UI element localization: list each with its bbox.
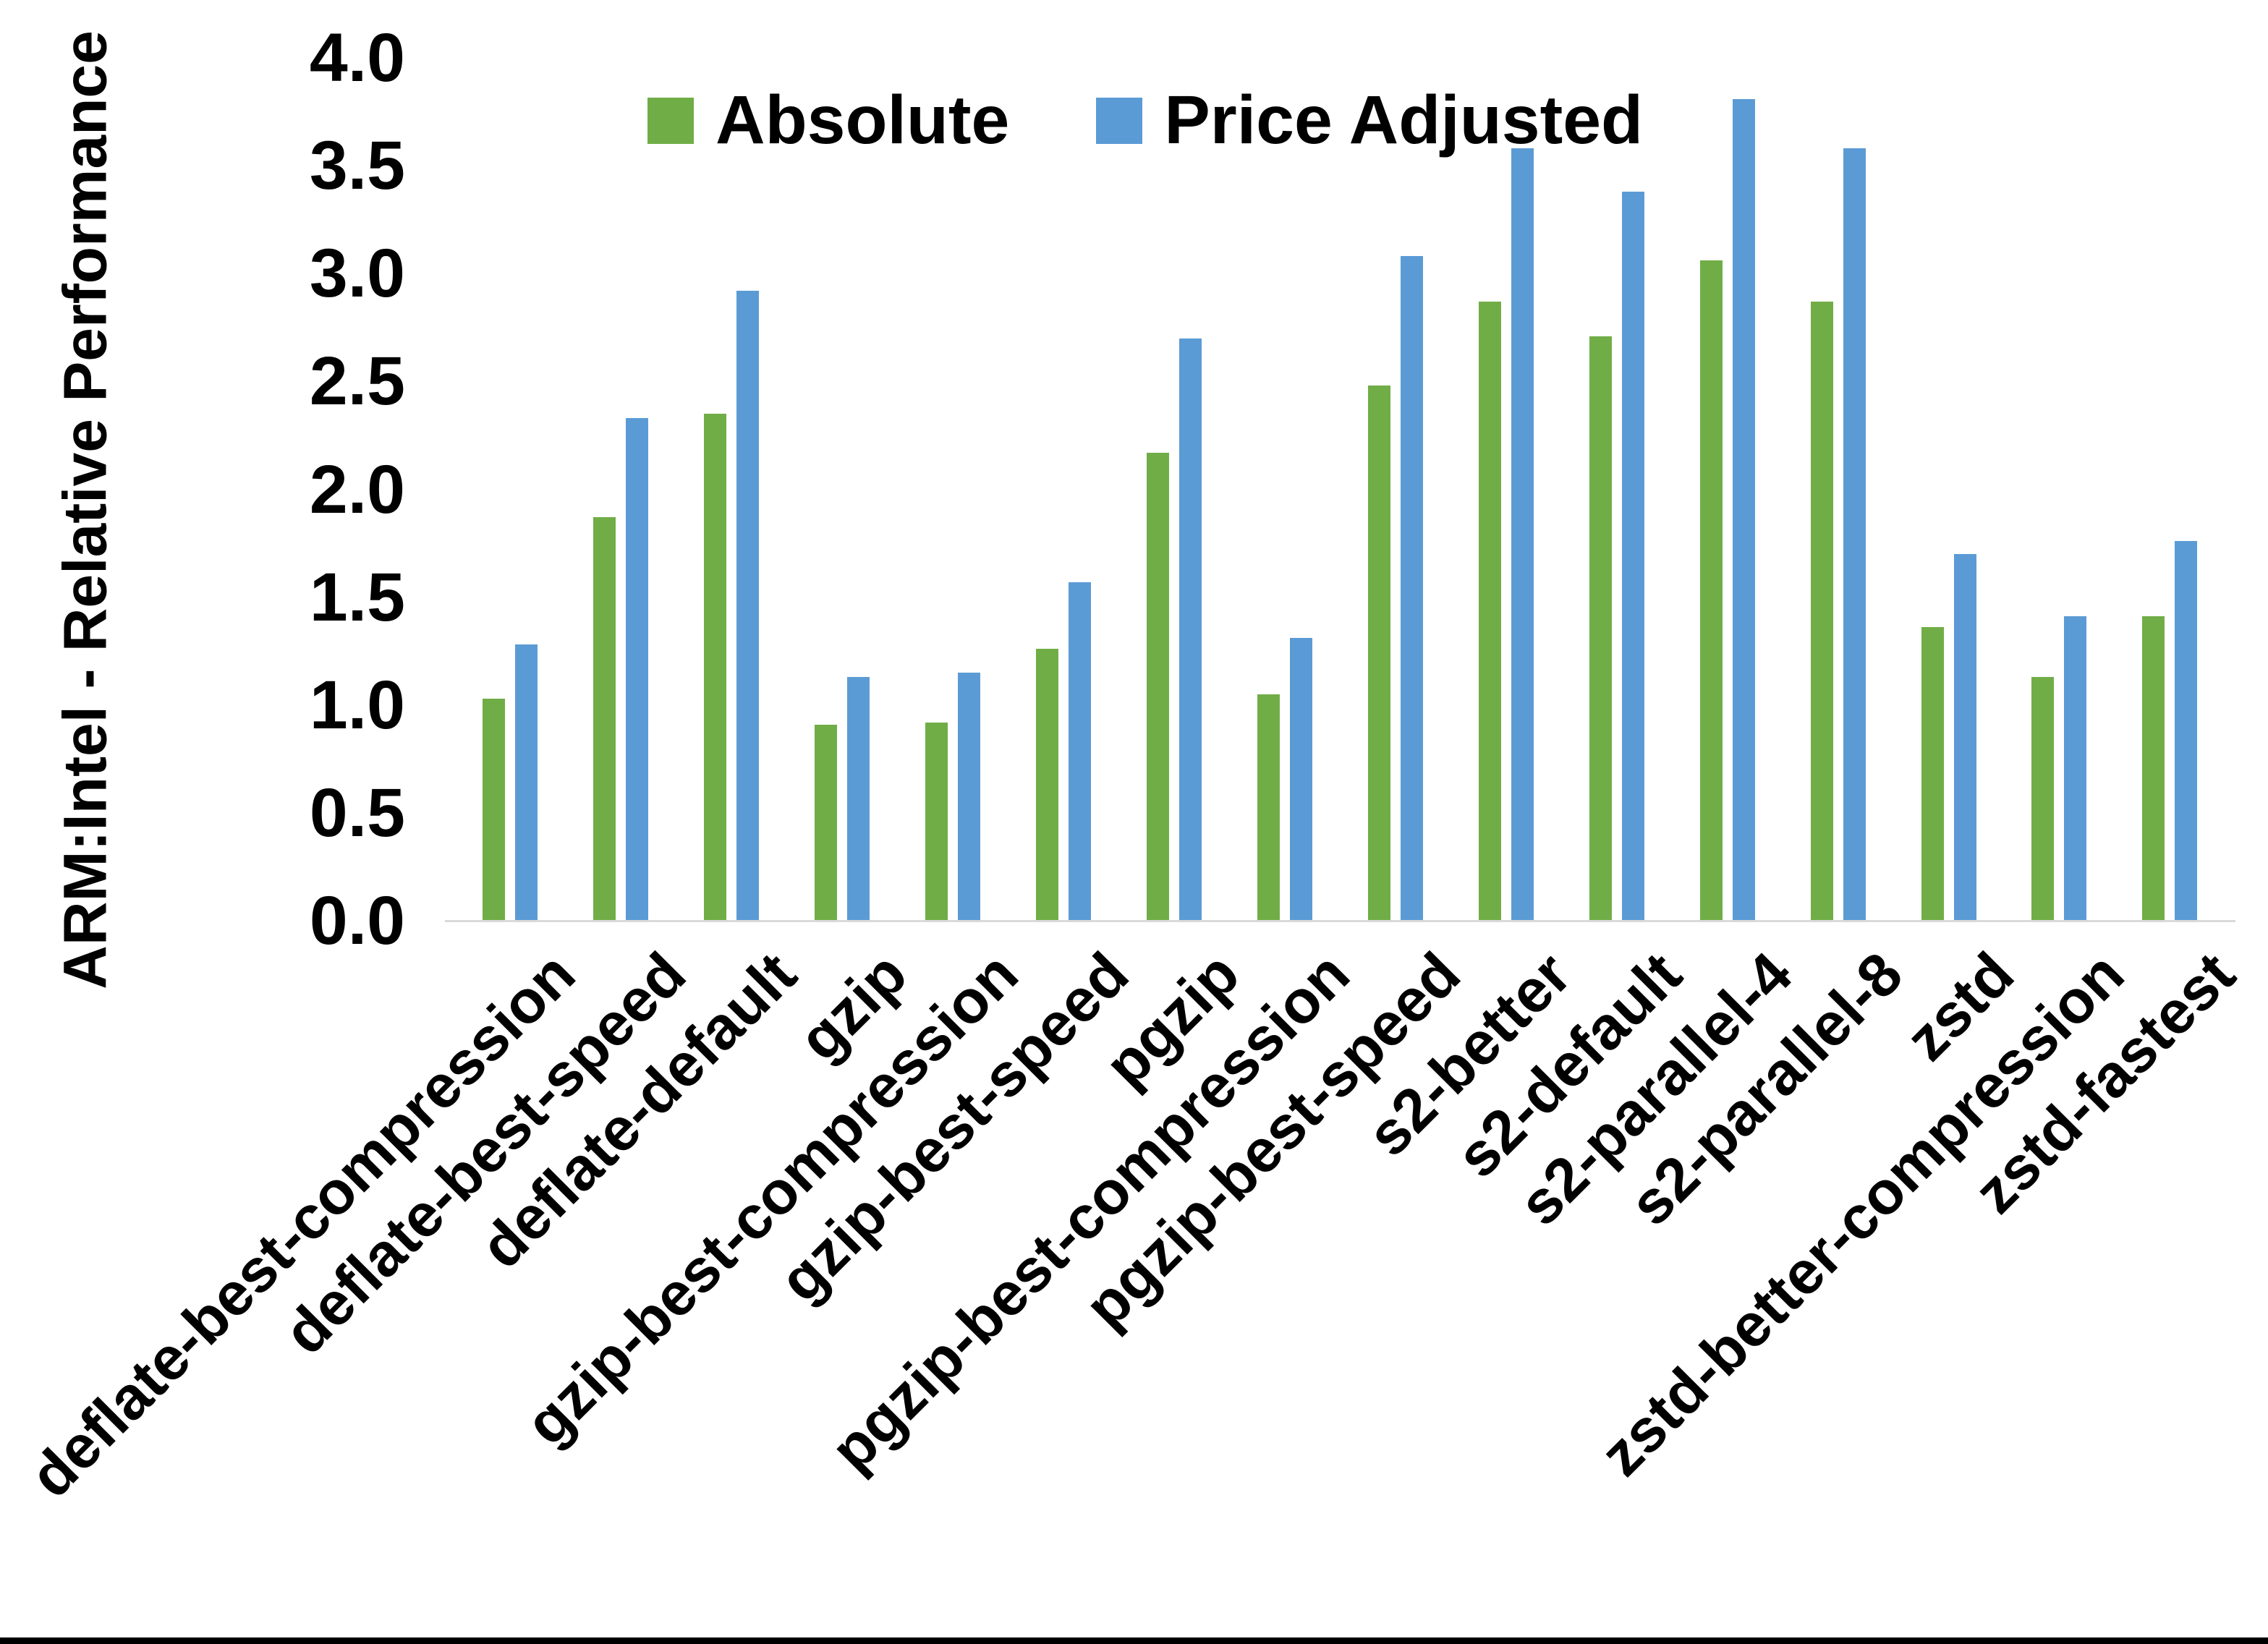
bar-absolute-gzip-best-compression: [925, 722, 948, 921]
y-axis-title: ARM:Intel - Relative Performance: [51, 30, 119, 989]
bar-absolute-deflate-default: [704, 414, 727, 921]
bar-price-adjusted-pgzip-best-speed: [1400, 256, 1423, 921]
legend: Absolute Price Adjusted: [647, 81, 1643, 160]
bar-price-adjusted-s2-default: [1621, 191, 1644, 921]
bar-price-adjusted-gzip: [847, 676, 870, 921]
bar-absolute-deflate-best-compression: [483, 698, 506, 921]
y-tick-label: 2.5: [309, 343, 405, 420]
bar-price-adjusted-deflate-best-speed: [626, 418, 649, 921]
y-tick-label: 4.0: [309, 20, 405, 96]
y-tick-label: 3.0: [309, 235, 405, 312]
bar-absolute-s2-parallel-4: [1699, 260, 1723, 921]
x-axis-line: [445, 920, 2235, 922]
bar-absolute-s2-default: [1589, 336, 1612, 921]
bar-absolute-gzip: [815, 724, 838, 921]
bar-price-adjusted-deflate-best-compression: [515, 644, 538, 921]
y-tick-label: 1.0: [309, 666, 405, 744]
bar-absolute-zstd: [1921, 627, 1944, 921]
bar-absolute-deflate-best-speed: [593, 517, 616, 921]
y-tick-label: 2.0: [309, 451, 405, 528]
legend-item-absolute: Absolute: [647, 81, 1009, 160]
bar-absolute-pgzip: [1147, 452, 1170, 921]
bar-absolute-s2-parallel-8: [1810, 302, 1833, 921]
bar-price-adjusted-deflate-default: [736, 291, 760, 921]
bar-absolute-s2-better: [1478, 302, 1501, 921]
bar-price-adjusted-zstd: [1953, 553, 1976, 921]
bar-absolute-gzip-best-speed: [1036, 649, 1059, 921]
bar-absolute-zstd-fastest: [2142, 616, 2165, 921]
legend-swatch-icon: [1096, 97, 1143, 144]
legend-label: Price Adjusted: [1164, 82, 1644, 158]
bar-price-adjusted-pgzip-best-compression: [1289, 638, 1312, 921]
bar-price-adjusted-zstd-fastest: [2175, 541, 2198, 921]
y-tick-label: 3.5: [309, 127, 405, 205]
legend-swatch-icon: [647, 97, 694, 144]
bar-price-adjusted-zstd-better-compression: [2064, 616, 2087, 921]
bar-price-adjusted-s2-parallel-8: [1843, 148, 1866, 921]
y-tick-label: 0.5: [309, 774, 405, 851]
bar-price-adjusted-gzip-best-compression: [958, 673, 981, 921]
bar-price-adjusted-s2-better: [1511, 148, 1534, 921]
legend-item-price-adjusted: Price Adjusted: [1096, 81, 1643, 160]
bar-absolute-zstd-better-compression: [2031, 676, 2055, 921]
bottom-border: [0, 1637, 2268, 1644]
bar-absolute-pgzip-best-compression: [1257, 694, 1280, 921]
legend-label: Absolute: [715, 82, 1010, 158]
bar-price-adjusted-s2-parallel-4: [1732, 98, 1755, 921]
bar-price-adjusted-gzip-best-speed: [1069, 582, 1092, 921]
bar-absolute-pgzip-best-speed: [1367, 386, 1390, 921]
bar-price-adjusted-pgzip: [1179, 338, 1202, 921]
y-tick-label: 0.0: [309, 882, 405, 959]
y-tick-label: 1.5: [309, 558, 405, 636]
